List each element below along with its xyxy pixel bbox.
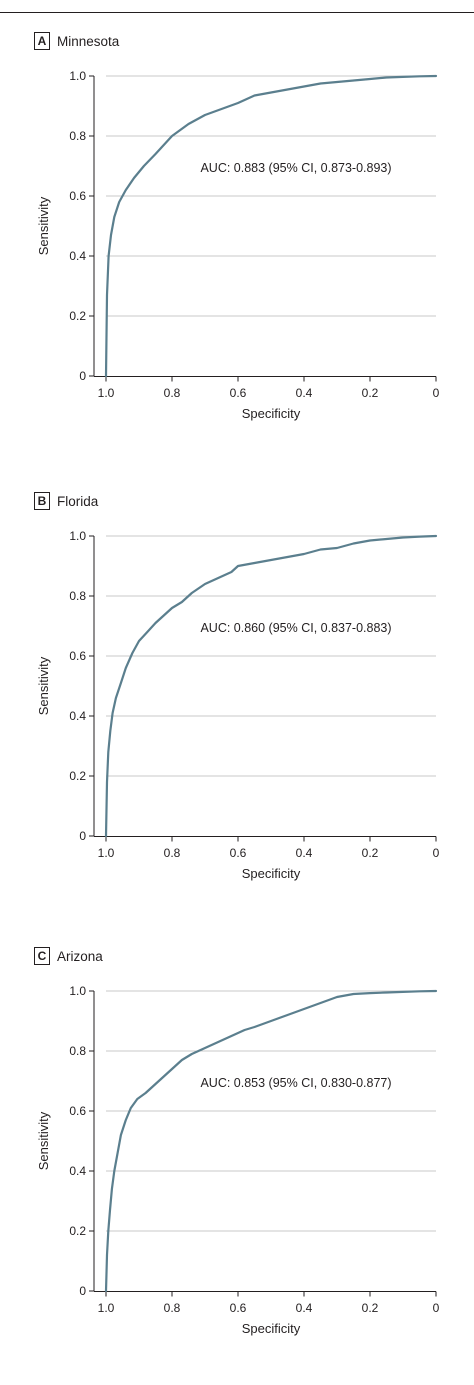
y-tick-label: 0	[79, 829, 86, 843]
panel-heading: A Minnesota	[34, 30, 119, 52]
x-tick-label: 0.4	[296, 386, 313, 400]
y-tick-label: 0.4	[69, 249, 86, 263]
y-tick-label: 1.0	[69, 984, 86, 998]
y-tick-label: 0.4	[69, 1164, 86, 1178]
panel-letter: A	[34, 32, 50, 50]
x-axis-label: Specificity	[242, 1321, 301, 1336]
panel-heading: C Arizona	[34, 945, 103, 967]
y-tick-label: 0	[79, 369, 86, 383]
panel-letter: C	[34, 947, 50, 965]
x-tick-label: 0.6	[230, 386, 247, 400]
panel-heading: B Florida	[34, 490, 98, 512]
panel-a: A Minnesota 0 0.2 0.4 0.6 0.8 1.0 1.0 0.8 0.6 0.4…	[0, 30, 474, 470]
panel-letter: B	[34, 492, 50, 510]
y-tick-label: 1.0	[69, 529, 86, 543]
x-tick-label: 1.0	[98, 1301, 115, 1315]
x-tick-label: 1.0	[98, 846, 115, 860]
y-axis-label: Sensitivity	[36, 196, 51, 255]
auc-annotation: AUC: 0.883 (95% CI, 0.873-0.893)	[200, 161, 391, 175]
figure-header	[0, 0, 474, 13]
panel-title: Minnesota	[57, 33, 120, 49]
panel-c: C Arizona 0 0.2 0.4 0.6 0.8 1.0 1.0 0.8 0.6 0.4 0.…	[0, 945, 474, 1385]
x-tick-label: 0.4	[296, 846, 313, 860]
y-tick-label: 0.6	[69, 189, 86, 203]
y-tick-label: 0.2	[69, 309, 86, 323]
x-tick-label: 0.2	[362, 1301, 379, 1315]
x-tick-label: 0.2	[362, 846, 379, 860]
auc-annotation: AUC: 0.853 (95% CI, 0.830-0.877)	[200, 1076, 391, 1090]
y-tick-label: 0.8	[69, 589, 86, 603]
y-axis-label: Sensitivity	[36, 1111, 51, 1170]
x-tick-label: 0.8	[164, 1301, 181, 1315]
roc-chart-minnesota: 0 0.2 0.4 0.6 0.8 1.0 1.0 0.8 0.6 0.4 0.2 0 Specific…	[36, 69, 440, 421]
x-tick-label: 0.8	[164, 386, 181, 400]
panel-title: Arizona	[57, 948, 103, 964]
auc-annotation: AUC: 0.860 (95% CI, 0.837-0.883)	[200, 621, 391, 635]
x-tick-label: 0.2	[362, 386, 379, 400]
x-tick-label: 0	[433, 1301, 440, 1315]
x-tick-label: 0	[433, 846, 440, 860]
y-tick-label: 0	[79, 1284, 86, 1298]
y-tick-label: 0.8	[69, 1044, 86, 1058]
y-tick-label: 0.2	[69, 1224, 86, 1238]
x-axis-label: Specificity	[242, 406, 301, 421]
x-tick-label: 0.8	[164, 846, 181, 860]
y-tick-label: 0.8	[69, 129, 86, 143]
roc-chart-florida: 0 0.2 0.4 0.6 0.8 1.0 1.0 0.8 0.6 0.4 0.2 0 Specific…	[36, 529, 440, 881]
y-tick-label: 0.4	[69, 709, 86, 723]
x-tick-label: 0	[433, 386, 440, 400]
x-axis-label: Specificity	[242, 866, 301, 881]
roc-chart-arizona: 0 0.2 0.4 0.6 0.8 1.0 1.0 0.8 0.6 0.4 0.2 0 Specific…	[36, 984, 440, 1336]
x-tick-label: 0.6	[230, 1301, 247, 1315]
roc-curve-line	[104, 534, 438, 838]
roc-curve-line	[104, 74, 438, 378]
y-axis-label: Sensitivity	[36, 656, 51, 715]
panel-title: Florida	[57, 493, 99, 509]
y-tick-label: 0.2	[69, 769, 86, 783]
y-tick-label: 0.6	[69, 649, 86, 663]
panel-b: B Florida 0 0.2 0.4 0.6 0.8 1.0 1.0 0.8 0.6 0.4 0.…	[0, 490, 474, 930]
x-tick-label: 0.4	[296, 1301, 313, 1315]
y-tick-label: 1.0	[69, 69, 86, 83]
y-tick-label: 0.6	[69, 1104, 86, 1118]
roc-curve-line	[104, 989, 438, 1293]
x-tick-label: 1.0	[98, 386, 115, 400]
x-tick-label: 0.6	[230, 846, 247, 860]
